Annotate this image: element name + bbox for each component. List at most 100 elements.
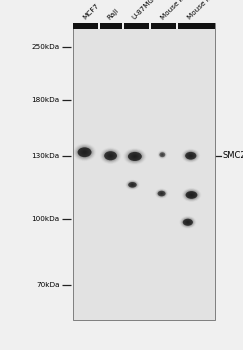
Ellipse shape bbox=[108, 153, 113, 158]
Ellipse shape bbox=[106, 152, 115, 160]
Ellipse shape bbox=[181, 217, 195, 228]
Ellipse shape bbox=[159, 192, 164, 195]
Ellipse shape bbox=[129, 182, 136, 187]
Ellipse shape bbox=[182, 218, 194, 227]
Ellipse shape bbox=[132, 184, 133, 185]
Bar bbox=[98, 23, 100, 29]
Ellipse shape bbox=[184, 219, 192, 225]
Ellipse shape bbox=[157, 191, 166, 196]
Ellipse shape bbox=[131, 153, 139, 160]
Ellipse shape bbox=[159, 152, 165, 158]
Ellipse shape bbox=[187, 153, 195, 159]
Ellipse shape bbox=[187, 153, 194, 158]
Ellipse shape bbox=[162, 154, 163, 155]
Ellipse shape bbox=[130, 153, 140, 160]
Ellipse shape bbox=[126, 150, 143, 162]
Ellipse shape bbox=[183, 219, 192, 226]
Ellipse shape bbox=[127, 181, 138, 189]
Ellipse shape bbox=[128, 182, 137, 188]
Text: 70kDa: 70kDa bbox=[36, 282, 60, 288]
Ellipse shape bbox=[186, 191, 197, 199]
Ellipse shape bbox=[134, 156, 136, 157]
Text: Mouse liver: Mouse liver bbox=[187, 0, 220, 21]
Bar bbox=[176, 23, 178, 29]
Ellipse shape bbox=[185, 220, 191, 225]
Ellipse shape bbox=[110, 155, 112, 156]
Ellipse shape bbox=[183, 189, 200, 201]
Ellipse shape bbox=[160, 152, 165, 157]
Ellipse shape bbox=[129, 152, 141, 161]
Ellipse shape bbox=[130, 183, 134, 186]
Ellipse shape bbox=[185, 151, 197, 160]
Ellipse shape bbox=[81, 150, 88, 155]
Ellipse shape bbox=[190, 155, 192, 156]
Ellipse shape bbox=[77, 147, 92, 158]
Ellipse shape bbox=[131, 184, 134, 186]
Text: 130kDa: 130kDa bbox=[31, 153, 60, 159]
Ellipse shape bbox=[160, 192, 163, 195]
Text: Raji: Raji bbox=[106, 7, 120, 21]
Ellipse shape bbox=[189, 154, 192, 157]
Text: Mouse kidney: Mouse kidney bbox=[160, 0, 199, 21]
Ellipse shape bbox=[157, 190, 166, 197]
Ellipse shape bbox=[128, 152, 142, 161]
Ellipse shape bbox=[184, 190, 199, 200]
Ellipse shape bbox=[161, 153, 164, 156]
Ellipse shape bbox=[129, 182, 136, 188]
Ellipse shape bbox=[104, 151, 117, 160]
Bar bbox=[73, 23, 215, 320]
Bar bbox=[122, 23, 124, 29]
Ellipse shape bbox=[161, 193, 162, 194]
Ellipse shape bbox=[132, 154, 138, 159]
Text: 100kDa: 100kDa bbox=[31, 216, 60, 222]
Ellipse shape bbox=[105, 151, 116, 160]
Ellipse shape bbox=[103, 150, 118, 162]
Ellipse shape bbox=[128, 151, 142, 162]
Ellipse shape bbox=[102, 149, 119, 162]
Ellipse shape bbox=[78, 147, 92, 157]
Ellipse shape bbox=[79, 148, 90, 156]
Ellipse shape bbox=[191, 194, 192, 196]
Ellipse shape bbox=[188, 154, 193, 158]
Ellipse shape bbox=[125, 150, 144, 163]
Bar bbox=[73, 23, 215, 29]
Ellipse shape bbox=[185, 152, 196, 160]
Ellipse shape bbox=[182, 149, 199, 162]
Ellipse shape bbox=[74, 144, 95, 160]
Ellipse shape bbox=[104, 150, 117, 161]
Ellipse shape bbox=[107, 153, 114, 159]
Ellipse shape bbox=[182, 218, 193, 226]
Ellipse shape bbox=[187, 192, 196, 198]
Ellipse shape bbox=[188, 193, 195, 197]
Ellipse shape bbox=[183, 150, 198, 161]
Ellipse shape bbox=[190, 194, 193, 196]
Ellipse shape bbox=[160, 193, 163, 195]
Text: 180kDa: 180kDa bbox=[31, 97, 60, 103]
Ellipse shape bbox=[184, 150, 198, 161]
Ellipse shape bbox=[75, 145, 94, 160]
Text: MCF7: MCF7 bbox=[82, 2, 100, 21]
Ellipse shape bbox=[101, 148, 120, 163]
Ellipse shape bbox=[133, 155, 137, 158]
Ellipse shape bbox=[189, 193, 194, 197]
Ellipse shape bbox=[109, 154, 113, 157]
Ellipse shape bbox=[127, 181, 138, 189]
Ellipse shape bbox=[186, 152, 196, 160]
Ellipse shape bbox=[159, 152, 166, 158]
Ellipse shape bbox=[82, 150, 87, 154]
Text: U-87MG: U-87MG bbox=[131, 0, 155, 21]
Ellipse shape bbox=[156, 189, 167, 198]
Bar bbox=[149, 23, 151, 29]
Ellipse shape bbox=[185, 190, 198, 199]
Ellipse shape bbox=[130, 183, 135, 187]
Ellipse shape bbox=[161, 154, 163, 155]
Ellipse shape bbox=[76, 146, 93, 159]
Ellipse shape bbox=[159, 191, 165, 196]
Ellipse shape bbox=[128, 182, 137, 188]
Ellipse shape bbox=[124, 149, 145, 164]
Ellipse shape bbox=[161, 153, 164, 156]
Ellipse shape bbox=[186, 220, 190, 224]
Ellipse shape bbox=[158, 191, 165, 196]
Ellipse shape bbox=[160, 153, 165, 157]
Ellipse shape bbox=[183, 219, 193, 226]
